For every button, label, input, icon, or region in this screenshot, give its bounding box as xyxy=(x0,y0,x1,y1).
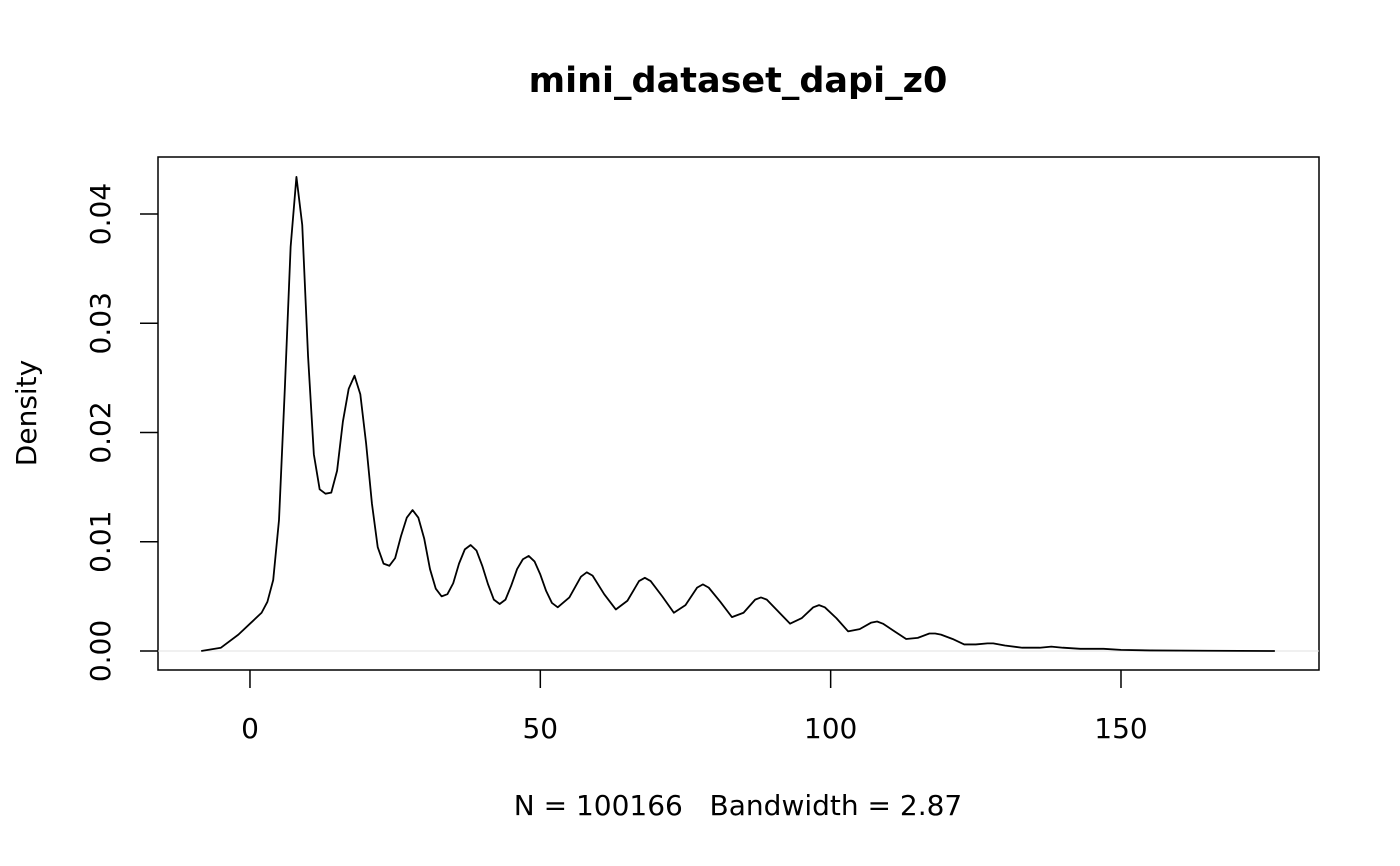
y-tick-label: 0.02 xyxy=(84,401,117,463)
x-tick-label: 50 xyxy=(522,712,558,745)
y-tick-label: 0.00 xyxy=(84,620,117,682)
x-tick-label: 150 xyxy=(1094,712,1147,745)
y-tick-label: 0.01 xyxy=(84,511,117,573)
y-tick-label: 0.03 xyxy=(84,292,117,354)
density-line xyxy=(201,175,1275,652)
x-tick-label: 100 xyxy=(804,712,857,745)
chart-title: mini_dataset_dapi_z0 xyxy=(529,61,948,101)
plot-frame xyxy=(157,156,1320,671)
x-tick-label: 0 xyxy=(241,712,259,745)
y-axis-label: Density xyxy=(10,360,43,466)
y-tick-label: 0.04 xyxy=(84,183,117,245)
x-axis-label: N = 100166 Bandwidth = 2.87 xyxy=(514,789,962,822)
